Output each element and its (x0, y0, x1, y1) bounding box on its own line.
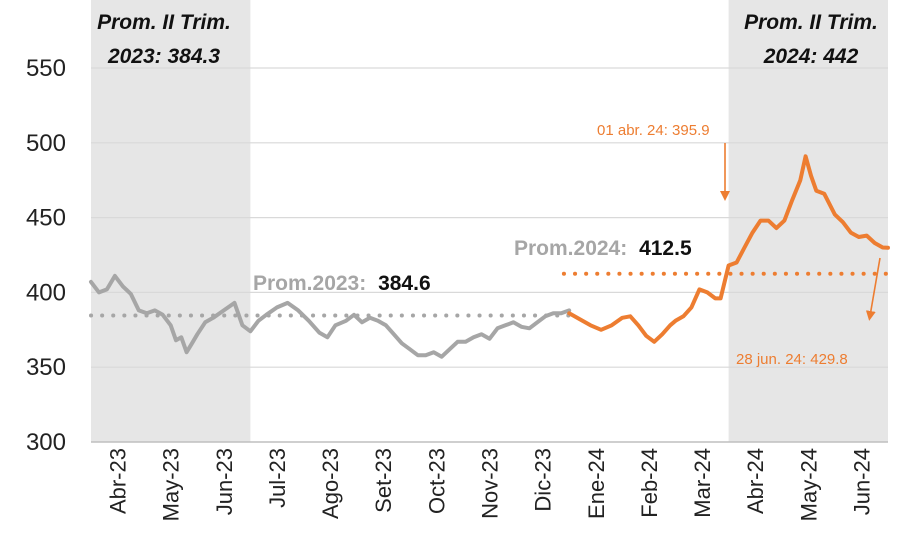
series-line-2024 (567, 154, 890, 344)
ytick-label-450: 450 (26, 205, 66, 232)
xtick-label-ago-23: Ago-23 (318, 448, 343, 519)
xtick-label-nov-23: Nov-23 (478, 448, 503, 519)
shaded-period-0 (91, 0, 251, 442)
ytick-label-350: 350 (26, 354, 66, 381)
ytick-label-500: 500 (26, 130, 66, 157)
ytick-label-550: 550 (26, 55, 66, 82)
period-label-2024-line2: 2024: 442 (763, 45, 859, 68)
xtick-label-feb-24: Feb-24 (637, 448, 662, 518)
avg-2024-value: 412.5 (639, 237, 692, 260)
avg-2024-prefix: Prom.2024: (514, 237, 627, 260)
ytick-label-400: 400 (26, 279, 66, 306)
shaded-period-1 (728, 0, 888, 442)
period-label-2023-line1: Prom. II Trim. (97, 11, 231, 34)
xtick-label-ene-24: Ene-24 (584, 448, 609, 519)
period-label-2023-line2: 2023: 384.3 (107, 45, 220, 68)
avg-2024-label: Prom.2024: 412.5 (514, 237, 692, 260)
xtick-label-jun-24: Jun-24 (849, 448, 874, 515)
series-line-2023 (89, 273, 572, 359)
ytick-label-300: 300 (26, 429, 66, 456)
xtick-label-may-24: May-24 (796, 448, 821, 521)
xtick-label-set-23: Set-23 (371, 448, 396, 513)
period-label-2024-line1: Prom. II Trim. (744, 11, 878, 34)
xtick-label-jun-23: Jun-23 (212, 448, 237, 515)
avg-2023-value: 384.6 (378, 272, 431, 295)
xtick-label-abr-24: Abr-24 (743, 448, 768, 514)
xtick-label-jul-23: Jul-23 (265, 448, 290, 508)
xtick-label-mar-24: Mar-24 (690, 448, 715, 518)
avg-2023-label: Prom.2023: 384.6 (253, 272, 431, 295)
annotation-end-2024q2: 28 jun. 24: 429.8 (736, 351, 848, 368)
annotation-end-arrow (865, 257, 881, 321)
avg-2023-prefix: Prom.2023: (253, 272, 366, 295)
xtick-label-oct-23: Oct-23 (424, 448, 449, 514)
xtick-label-dic-23: Dic-23 (531, 448, 556, 512)
annotation-start-2024q2: 01 abr. 24: 395.9 (597, 122, 710, 139)
xtick-label-abr-23: Abr-23 (106, 448, 131, 514)
xtick-label-may-23: May-23 (159, 448, 184, 521)
